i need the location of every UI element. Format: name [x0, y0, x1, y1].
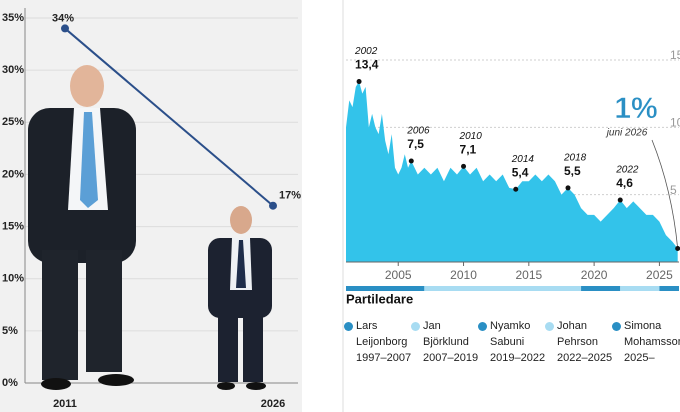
legend-marker [478, 322, 487, 331]
annotation-value: 5,5 [564, 164, 581, 178]
leader-period: 2022–2025 [557, 352, 613, 364]
annotation-year: 2014 [511, 154, 535, 165]
annotation-value: 13,4 [355, 58, 379, 72]
y-tick-label: 10 [670, 116, 680, 130]
annotation-value: 7,1 [460, 143, 477, 157]
annotation-year: 2002 [354, 46, 378, 57]
leader-entry: Johan Pehrson 2022–2025 [545, 318, 621, 366]
y-tick-label: 15% [2, 220, 24, 232]
legend-title: Partiledare [346, 291, 413, 306]
leader-segment [581, 286, 621, 291]
leader-name: Nyamko Sabuni [490, 320, 531, 348]
leader-name: Lars Leijonborg [356, 320, 408, 348]
leader-name: Jan Björklund [423, 320, 469, 348]
y-tick-label: 30% [2, 64, 24, 76]
area [346, 81, 678, 263]
line [64, 27, 274, 207]
x-tick-label: 2015 [515, 268, 542, 282]
annotation-year: 2006 [406, 126, 430, 137]
y-tick-label: 15 [670, 48, 680, 62]
leader-period: 2025– [624, 352, 655, 364]
leader-entry: Nyamko Sabuni 2019–2022 [478, 318, 554, 366]
highlight-note: juni 2026 [605, 128, 648, 139]
figure-small [208, 206, 272, 390]
y-tick-label: 10% [2, 273, 24, 285]
annotation-dot [356, 79, 362, 85]
point [269, 201, 277, 210]
annotation-dot [513, 186, 519, 192]
value-label: 34% [52, 12, 74, 24]
legend-marker [344, 322, 353, 331]
annotation-value: 7,5 [407, 137, 424, 151]
leader-entry: Simona Mohamsson 2025– [612, 318, 680, 366]
leader-entry: Jan Björklund 2007–2019 [411, 318, 487, 366]
x-tick-label: 2025 [646, 268, 673, 282]
leader-entry: Lars Leijonborg 1997–2007 [344, 318, 420, 366]
y-tick-label: 0% [2, 377, 18, 389]
x-tick-label: 2010 [450, 268, 477, 282]
y-tick-label: 5% [2, 325, 18, 337]
legend-marker [411, 322, 420, 331]
x-tick-label: 2005 [385, 268, 412, 282]
annotation-value: 5,4 [512, 165, 529, 179]
legend-marker [612, 322, 621, 331]
value-label: 17% [279, 190, 301, 202]
annotation-dot [617, 197, 623, 203]
highlight-connector [651, 139, 679, 249]
leader-segment [659, 286, 679, 291]
y-tick-label: 5 [670, 183, 677, 197]
annotation-year: 2010 [459, 131, 483, 142]
x-tick-label: 2020 [581, 268, 608, 282]
annotation-dot [461, 163, 467, 169]
figure-large [28, 65, 136, 390]
highlight-label: 1% [614, 92, 657, 125]
leader-period: 1997–2007 [356, 352, 412, 364]
leader-period: 2007–2019 [423, 352, 479, 364]
leader-period: 2019–2022 [490, 352, 546, 364]
x-tick-label: 2026 [261, 398, 285, 410]
leader-name: Simona Mohamsson [624, 320, 680, 348]
annotation-dot [565, 185, 571, 191]
x-tick-label: 2011 [53, 398, 77, 410]
annotation-year: 2022 [615, 165, 639, 176]
y-tick-label: 20% [2, 168, 24, 180]
legend-marker [545, 322, 554, 331]
leader-segment [620, 286, 660, 291]
highlight-dot [675, 246, 680, 252]
annotation-year: 2018 [563, 153, 587, 164]
leader-segment [346, 286, 425, 291]
y-tick-label: 25% [2, 116, 24, 128]
leader-segment [424, 286, 582, 291]
point [61, 24, 69, 33]
leader-name: Johan Pehrson [557, 320, 598, 348]
annotation-value: 4,6 [616, 176, 633, 190]
y-tick-label: 35% [2, 12, 24, 24]
annotation-dot [408, 158, 414, 164]
